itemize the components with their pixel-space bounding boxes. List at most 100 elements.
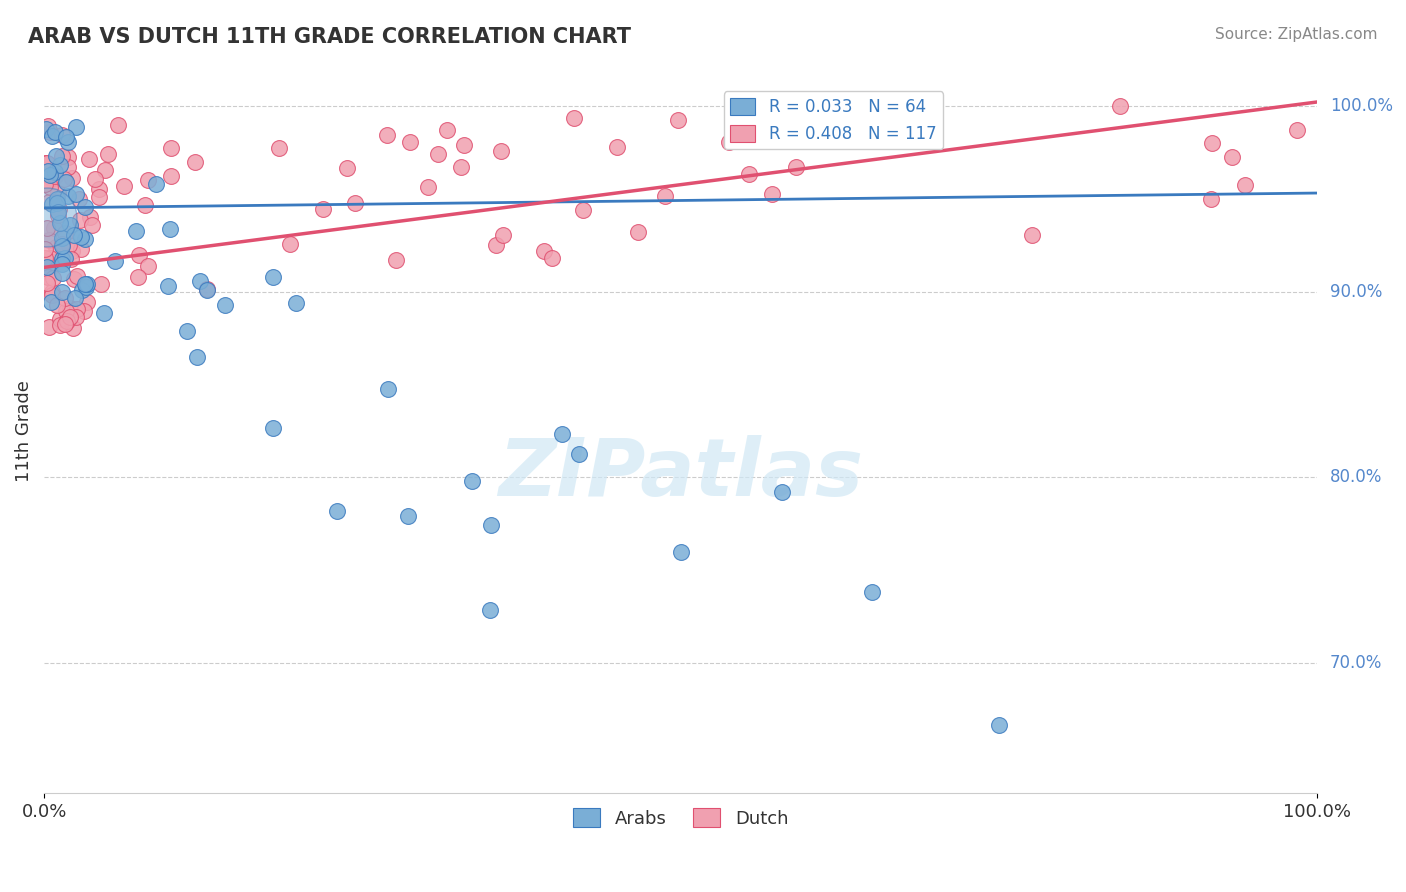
Point — [75, 200, 97, 214]
Point — [59, 301, 82, 315]
Point — [41, 285, 63, 299]
Point — [66, 268, 89, 283]
Point — [53, 172, 76, 186]
Point — [1286, 123, 1309, 137]
Point — [65, 310, 87, 324]
Point — [58, 188, 80, 202]
Point — [49, 158, 72, 172]
Point — [377, 128, 399, 142]
Point — [51, 252, 73, 267]
Point — [59, 252, 82, 266]
Point — [485, 238, 508, 252]
Point — [35, 122, 58, 136]
Point — [627, 225, 650, 239]
Point — [35, 155, 58, 169]
Point — [56, 314, 79, 328]
Point — [125, 224, 148, 238]
Point — [104, 253, 127, 268]
Point — [45, 195, 67, 210]
Text: 70.0%: 70.0% — [1330, 654, 1382, 673]
Legend: Arabs, Dutch: Arabs, Dutch — [565, 801, 796, 835]
Point — [46, 186, 69, 201]
Point — [336, 161, 359, 175]
Point — [44, 125, 66, 139]
Point — [45, 298, 67, 312]
Point — [785, 161, 807, 175]
Point — [42, 220, 65, 235]
Point — [416, 179, 439, 194]
Y-axis label: 11th Grade: 11th Grade — [15, 380, 32, 482]
Text: ARAB VS DUTCH 11TH GRADE CORRELATION CHART: ARAB VS DUTCH 11TH GRADE CORRELATION CHA… — [28, 27, 631, 46]
Point — [426, 146, 449, 161]
Point — [606, 140, 628, 154]
Point — [39, 295, 62, 310]
Point — [75, 280, 97, 294]
Point — [176, 324, 198, 338]
Point — [53, 227, 76, 241]
Point — [38, 194, 60, 209]
Point — [385, 252, 408, 267]
Point — [37, 260, 59, 275]
Text: 90.0%: 90.0% — [1330, 283, 1382, 301]
Point — [77, 152, 100, 166]
Point — [90, 277, 112, 291]
Point — [38, 260, 60, 274]
Point — [491, 144, 513, 158]
Point — [37, 119, 59, 133]
Point — [51, 231, 73, 245]
Point — [59, 218, 82, 232]
Point — [35, 277, 58, 291]
Point — [1201, 136, 1223, 150]
Point — [1109, 99, 1132, 113]
Point — [38, 319, 60, 334]
Point — [56, 160, 79, 174]
Point — [278, 237, 301, 252]
Point — [666, 113, 689, 128]
Point — [44, 164, 66, 178]
Point — [39, 168, 62, 182]
Point — [62, 271, 84, 285]
Point — [34, 252, 56, 266]
Point — [478, 603, 501, 617]
Point — [717, 135, 740, 149]
Point — [541, 251, 564, 265]
Point — [479, 518, 502, 533]
Point — [39, 261, 62, 276]
Point — [45, 149, 67, 163]
Point — [51, 267, 73, 281]
Point — [56, 150, 79, 164]
Point — [65, 291, 87, 305]
Point — [1021, 227, 1043, 242]
Point — [55, 175, 77, 189]
Point — [69, 242, 91, 256]
Point — [134, 198, 156, 212]
Point — [157, 279, 180, 293]
Point — [37, 164, 59, 178]
Point — [44, 169, 66, 183]
Point — [860, 585, 883, 599]
Point — [159, 140, 181, 154]
Point — [136, 259, 159, 273]
Point — [37, 270, 59, 285]
Point — [62, 320, 84, 334]
Point — [60, 171, 83, 186]
Point — [51, 285, 73, 299]
Point — [53, 317, 76, 331]
Text: Source: ZipAtlas.com: Source: ZipAtlas.com — [1215, 27, 1378, 42]
Point — [312, 202, 335, 216]
Point — [41, 196, 63, 211]
Point — [127, 270, 149, 285]
Point — [60, 244, 83, 258]
Point — [38, 233, 60, 247]
Point — [761, 187, 783, 202]
Point — [1199, 192, 1222, 206]
Point — [987, 717, 1010, 731]
Point — [58, 136, 80, 150]
Point — [87, 182, 110, 196]
Point — [35, 211, 58, 225]
Point — [94, 162, 117, 177]
Point — [450, 161, 472, 175]
Point — [669, 545, 692, 559]
Point — [188, 274, 211, 288]
Point — [326, 504, 349, 518]
